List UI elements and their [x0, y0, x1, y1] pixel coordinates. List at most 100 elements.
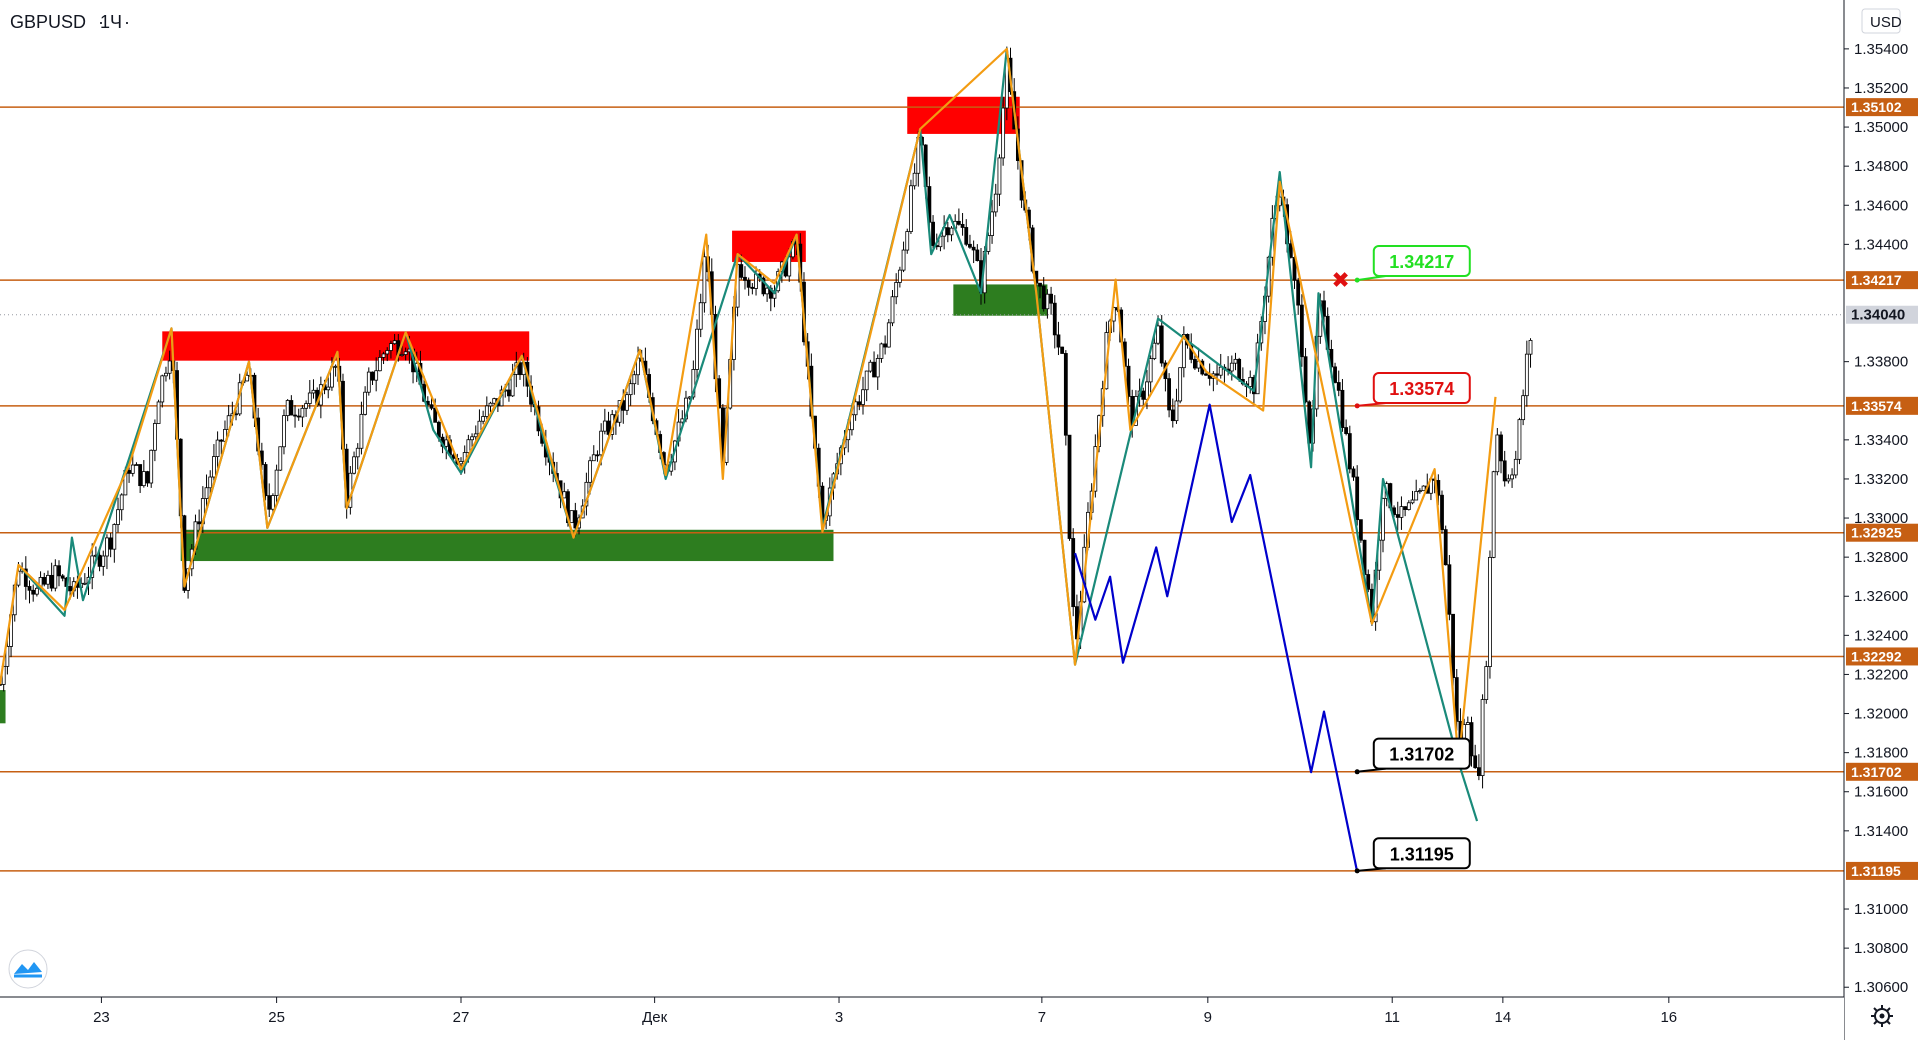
time-axis[interactable]: 23 25 27 Дек 3 7 9 11 14 16 — [93, 997, 1677, 1026]
candle — [57, 560, 61, 587]
price-callout-green-0[interactable]: 1.34217 — [1354, 244, 1471, 283]
candle — [282, 409, 286, 455]
candle — [971, 240, 976, 264]
candle — [60, 573, 65, 582]
candle — [1499, 431, 1503, 474]
candle — [1333, 362, 1337, 384]
candle — [1414, 479, 1419, 501]
candle — [628, 376, 633, 406]
candle — [366, 367, 371, 396]
time-axis-panel[interactable] — [0, 997, 1844, 1040]
candle — [1159, 315, 1164, 367]
candle — [289, 395, 294, 416]
candle — [49, 562, 54, 592]
tradingview-logo-icon[interactable] — [8, 949, 48, 989]
candle — [97, 550, 102, 572]
level-tag-4 — [1846, 647, 1918, 666]
price-callout-label-3: 1.31195 — [1390, 844, 1454, 864]
candle — [215, 431, 220, 468]
level-tag-label-4: 1.32292 — [1851, 648, 1902, 664]
candle — [1001, 96, 1006, 166]
candle — [990, 199, 994, 244]
y-tick-label-10: 1.32800 — [1854, 549, 1908, 566]
level-tag-label-0: 1.35102 — [1851, 99, 1902, 115]
candle — [1502, 450, 1507, 487]
candle — [149, 449, 154, 488]
candle — [82, 573, 87, 586]
level-tag-2 — [1846, 396, 1918, 415]
candle — [1141, 387, 1146, 407]
candle — [1336, 370, 1341, 397]
candle — [1071, 528, 1076, 617]
level-tag-label-5: 1.31702 — [1851, 764, 1902, 780]
candle — [569, 510, 574, 524]
price-callout-black-2[interactable]: 1.31702 — [1354, 737, 1471, 775]
candle — [1417, 488, 1422, 494]
candle — [853, 398, 858, 421]
wave-lines — [0, 47, 1497, 873]
demand-zone-3[interactable] — [180, 529, 834, 562]
candle — [352, 451, 356, 475]
candle — [53, 559, 58, 592]
price-callout-label-0: 1.34217 — [1389, 252, 1454, 272]
candle — [23, 556, 28, 600]
supply-zone-0[interactable] — [162, 331, 530, 361]
price-axis[interactable]: 1.35400 1.35200 1.35000 1.34800 1.34600 1.344… — [1844, 41, 1908, 996]
interval-label[interactable]: 1Ч — [100, 12, 122, 32]
candle — [101, 550, 106, 576]
candle — [864, 370, 869, 402]
price-callout-black-3[interactable]: 1.31195 — [1354, 837, 1471, 874]
candle — [1495, 427, 1500, 476]
x-tick-label-2: 27 — [453, 1009, 470, 1026]
candle — [311, 379, 316, 399]
level-tag-label-6: 1.31195 — [1851, 863, 1901, 879]
candle — [1296, 277, 1301, 315]
candle — [1351, 466, 1356, 481]
candle — [1443, 525, 1448, 566]
cancel-x-icon[interactable]: ✖ — [1331, 269, 1349, 294]
candle — [1381, 497, 1385, 553]
candle — [141, 460, 146, 488]
candle — [1193, 354, 1197, 371]
candle — [702, 244, 707, 313]
candle — [890, 290, 895, 327]
candle — [1491, 470, 1496, 559]
candle — [1451, 613, 1455, 690]
level-tag-0 — [1846, 98, 1918, 117]
x-tick-label-1: 25 — [268, 1009, 285, 1026]
y-tick-label-11: 1.32600 — [1854, 588, 1908, 605]
symbol-label[interactable]: GBPUSD — [10, 12, 86, 32]
candle — [278, 446, 283, 471]
candle — [905, 228, 910, 254]
candle — [562, 482, 567, 499]
candle — [46, 570, 50, 589]
candle — [761, 276, 766, 297]
gear-icon[interactable] — [1871, 1005, 1893, 1027]
demand-zone-4[interactable] — [953, 284, 1048, 316]
candle — [1233, 352, 1238, 371]
interval-more-dot: · — [124, 12, 130, 32]
candle — [444, 432, 449, 460]
x-tick-label-8: 14 — [1495, 1009, 1512, 1026]
candle — [300, 405, 305, 428]
price-callout-red-1[interactable]: 1.33574 — [1354, 372, 1471, 409]
candle — [606, 411, 611, 439]
candle — [307, 380, 312, 409]
candle — [1366, 569, 1371, 593]
candle — [698, 293, 703, 338]
candle — [1063, 350, 1068, 446]
x-tick-label-4: 3 — [835, 1009, 843, 1026]
projection-line[interactable] — [1073, 403, 1359, 873]
up-wave-line[interactable] — [0, 47, 1497, 764]
demand-zone-5[interactable] — [0, 690, 6, 724]
x-tick-label-0: 23 — [93, 1009, 110, 1026]
candle — [392, 333, 397, 345]
candle — [1410, 490, 1415, 505]
candle — [1465, 716, 1470, 725]
currency-badge[interactable] — [1861, 8, 1901, 34]
candle — [625, 391, 629, 416]
y-tick-label-20: 1.30600 — [1854, 979, 1908, 996]
candle — [746, 277, 751, 296]
